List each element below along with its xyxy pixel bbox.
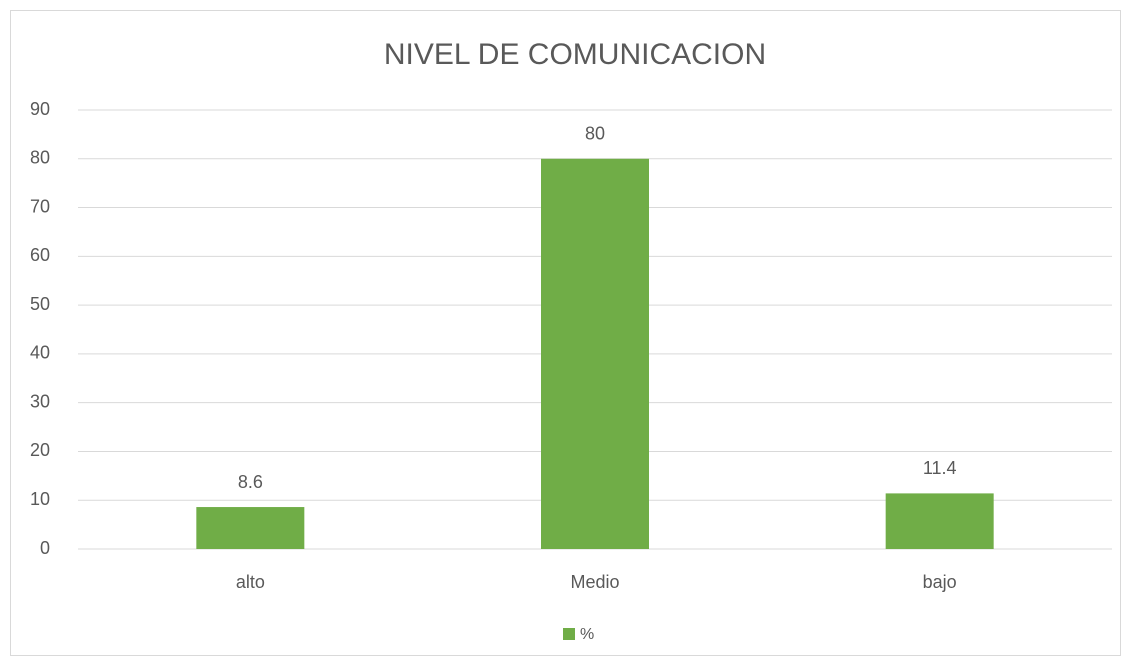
legend-swatch xyxy=(563,628,575,640)
bar xyxy=(196,507,305,549)
y-tick-label: 60 xyxy=(30,245,50,265)
x-tick-label: Medio xyxy=(570,572,619,592)
data-label: 11.4 xyxy=(923,458,957,478)
data-label: 8.6 xyxy=(238,472,263,492)
x-tick-label: bajo xyxy=(923,572,957,592)
x-tick-label: alto xyxy=(236,572,265,592)
y-tick-label: 0 xyxy=(40,538,50,558)
y-tick-label: 80 xyxy=(30,148,50,168)
y-tick-label: 40 xyxy=(30,343,50,363)
legend-label: % xyxy=(580,626,594,643)
bar xyxy=(885,493,994,549)
data-label: 80 xyxy=(585,124,605,144)
y-tick-label: 90 xyxy=(30,99,50,119)
y-tick-label: 10 xyxy=(30,489,50,509)
chart-title: NIVEL DE COMUNICACION xyxy=(384,38,766,71)
y-tick-label: 50 xyxy=(30,294,50,314)
y-tick-label: 70 xyxy=(30,196,50,216)
bar xyxy=(541,158,649,549)
y-tick-label: 30 xyxy=(30,391,50,411)
y-tick-label: 20 xyxy=(30,440,50,460)
